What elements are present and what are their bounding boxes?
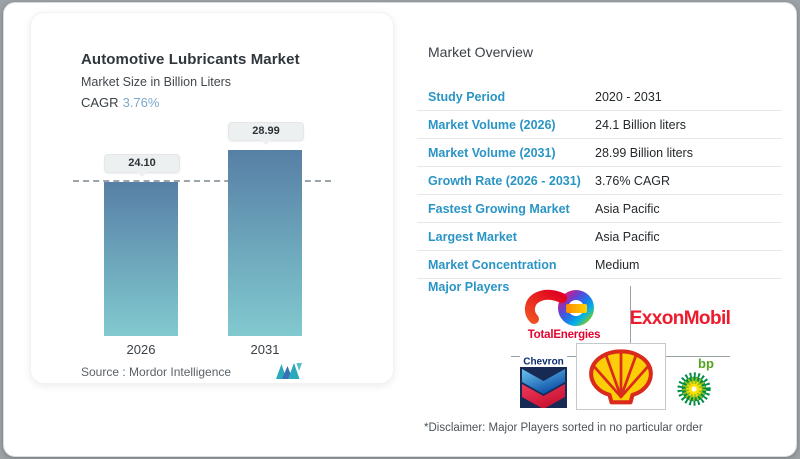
- row-label: Market Concentration: [428, 257, 557, 272]
- cagr-value: 3.76%: [122, 95, 160, 110]
- row-label: Market Volume (2031): [428, 145, 556, 160]
- row-value: 28.99 Billion liters: [595, 145, 693, 160]
- overview-title: Market Overview: [428, 44, 534, 60]
- row-value: Asia Pacific: [595, 229, 660, 244]
- row-value: 24.1 Billion liters: [595, 117, 687, 132]
- row-label: Study Period: [428, 89, 506, 104]
- value-label-2026: 24.10: [104, 154, 180, 177]
- chart-subtitle: Market Size in Billion Liters: [81, 75, 232, 89]
- row-value: Asia Pacific: [595, 201, 660, 216]
- reference-line: [73, 180, 331, 182]
- table-row: Largest Market Asia Pacific: [417, 223, 782, 251]
- bp-wordmark: bp: [698, 356, 714, 371]
- mordor-intelligence-logo-icon: [276, 363, 304, 384]
- value-label-2031: 28.99: [228, 122, 304, 145]
- disclaimer-text: *Disclaimer: Major Players sorted in no …: [424, 422, 703, 434]
- row-value: Medium: [595, 257, 640, 272]
- shell-pecten-icon: [589, 349, 653, 405]
- bar-2031: [228, 150, 302, 336]
- exxonmobil-wordmark: ExxonMobil: [629, 308, 731, 329]
- chevron-wordmark: Chevron: [523, 357, 564, 368]
- row-value: 3.76% CAGR: [595, 173, 671, 188]
- row-label: Growth Rate (2026 - 2031): [428, 173, 581, 188]
- overview-table: Study Period 2020 - 2031 Market Volume (…: [417, 83, 782, 279]
- table-row: Market Concentration Medium: [417, 251, 782, 279]
- row-value: 2020 - 2031: [595, 89, 662, 104]
- row-label: Market Volume (2026): [428, 117, 556, 132]
- cagr-label: CAGR: [81, 95, 119, 110]
- chart-cagr-line: CAGR 3.76%: [81, 95, 159, 110]
- logo-divider-vertical: [630, 286, 631, 344]
- totalenergies-wordmark: TotalEnergies: [527, 329, 601, 341]
- table-row: Market Volume (2026) 24.1 Billion liters: [417, 111, 782, 139]
- chevron-logo-icon: Chevron: [520, 354, 567, 413]
- bar-2026: [104, 182, 178, 336]
- x-tick-2026: 2026: [126, 342, 156, 357]
- table-row: Study Period 2020 - 2031: [417, 83, 782, 111]
- table-row: Market Volume (2031) 28.99 Billion liter…: [417, 139, 782, 167]
- chart-card: Automotive Lubricants Market Market Size…: [30, 12, 394, 384]
- bp-helios-icon: [675, 370, 713, 413]
- logo-divider-horizontal-right: [664, 356, 730, 357]
- totalenergies-logo-icon: [524, 285, 604, 334]
- table-row: Growth Rate (2026 - 2031) 3.76% CAGR: [417, 167, 782, 195]
- major-players-label: Major Players: [428, 280, 510, 294]
- shell-logo-box: [576, 343, 666, 410]
- x-tick-2031: 2031: [250, 342, 280, 357]
- row-label: Fastest Growing Market: [428, 201, 570, 216]
- row-label: Largest Market: [428, 229, 517, 244]
- source-note: Source : Mordor Intelligence: [81, 365, 232, 379]
- bar-chart: 24.10 28.99 2026 2031: [31, 103, 393, 357]
- chart-title: Automotive Lubricants Market: [81, 51, 300, 68]
- table-row: Fastest Growing Market Asia Pacific: [417, 195, 782, 223]
